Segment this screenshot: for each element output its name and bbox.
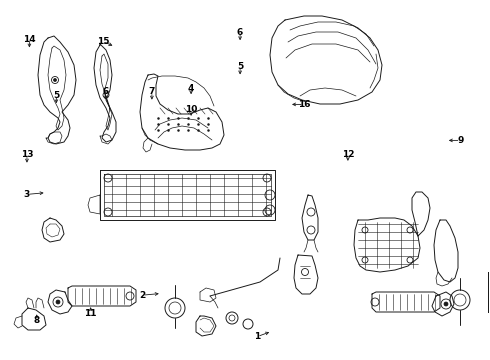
Text: 6: 6 xyxy=(237,28,243,37)
Text: 9: 9 xyxy=(457,136,464,145)
Text: 15: 15 xyxy=(97,37,109,46)
Text: 8: 8 xyxy=(34,316,40,325)
Circle shape xyxy=(444,302,448,306)
Text: 12: 12 xyxy=(342,150,354,159)
Text: 1: 1 xyxy=(254,332,260,341)
Text: 6: 6 xyxy=(102,87,108,96)
Text: 14: 14 xyxy=(23,35,36,44)
Text: 4: 4 xyxy=(188,84,195,93)
Circle shape xyxy=(56,300,60,304)
Text: 16: 16 xyxy=(297,100,310,109)
Circle shape xyxy=(53,78,56,81)
Text: 7: 7 xyxy=(148,87,155,96)
Text: 5: 5 xyxy=(237,62,243,71)
Text: 2: 2 xyxy=(139,291,145,300)
Text: 11: 11 xyxy=(84,309,97,318)
Text: 3: 3 xyxy=(24,190,30,199)
Text: 5: 5 xyxy=(53,91,59,100)
Text: 13: 13 xyxy=(21,150,33,159)
Text: 10: 10 xyxy=(185,105,197,114)
